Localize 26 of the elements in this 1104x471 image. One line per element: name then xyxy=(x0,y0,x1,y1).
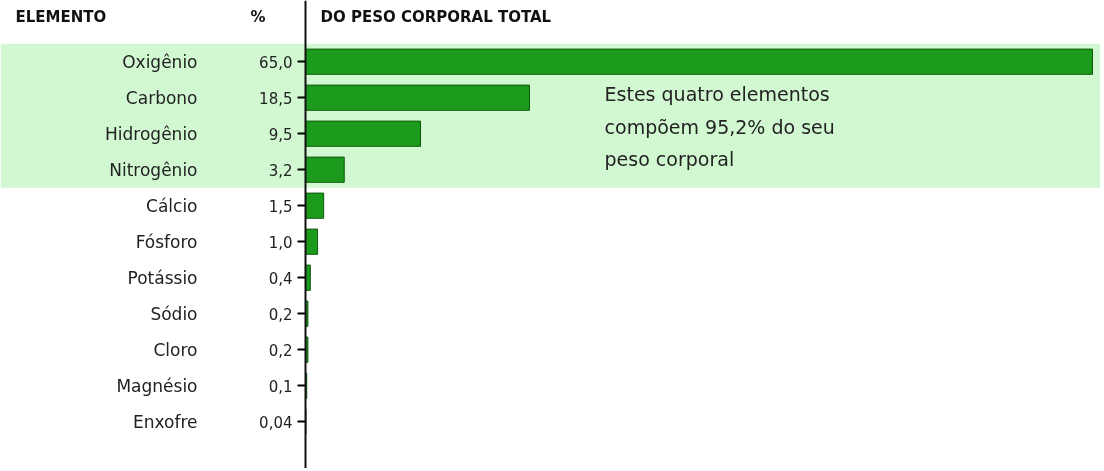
y-tick-label: Cloro xyxy=(153,339,198,360)
chart-title: DO PESO CORPORAL TOTAL xyxy=(320,7,552,26)
y-tick-label: Fósforo xyxy=(135,231,198,252)
y-tick-label: Nitrogênio xyxy=(109,159,198,180)
y-tick-label: Magnésio xyxy=(116,375,198,396)
data-label: 65,0 xyxy=(259,53,293,72)
band-label: Estes quatro elementos compõem 95,2% do seu peso corporal xyxy=(604,83,835,170)
y-tick-label: Carbono xyxy=(125,87,198,108)
data-label: 0,2 xyxy=(268,305,293,324)
y-tick-label: Hidrogênio xyxy=(105,123,198,144)
y-tick-label: Sódio xyxy=(150,303,198,324)
y-tick-label: Enxofre xyxy=(132,411,198,432)
data-label: 0,4 xyxy=(268,269,293,288)
y-tick-label: Cálcio xyxy=(146,195,198,216)
data-label: 9,5 xyxy=(268,125,293,144)
data-label: 18,5 xyxy=(259,89,293,108)
y-tick-label: Potássio xyxy=(127,267,198,288)
y-tick-label: Oxigênio xyxy=(122,51,198,72)
data-label: 0,1 xyxy=(268,377,293,396)
data-label: 1,0 xyxy=(268,233,293,252)
data-label: 0,2 xyxy=(268,341,293,360)
data-label: 3,2 xyxy=(268,161,293,180)
text: % xyxy=(250,7,266,26)
data-label: 0,04 xyxy=(259,413,293,432)
data-label: 1,5 xyxy=(268,197,293,216)
text: ELEMENTO xyxy=(15,7,107,26)
